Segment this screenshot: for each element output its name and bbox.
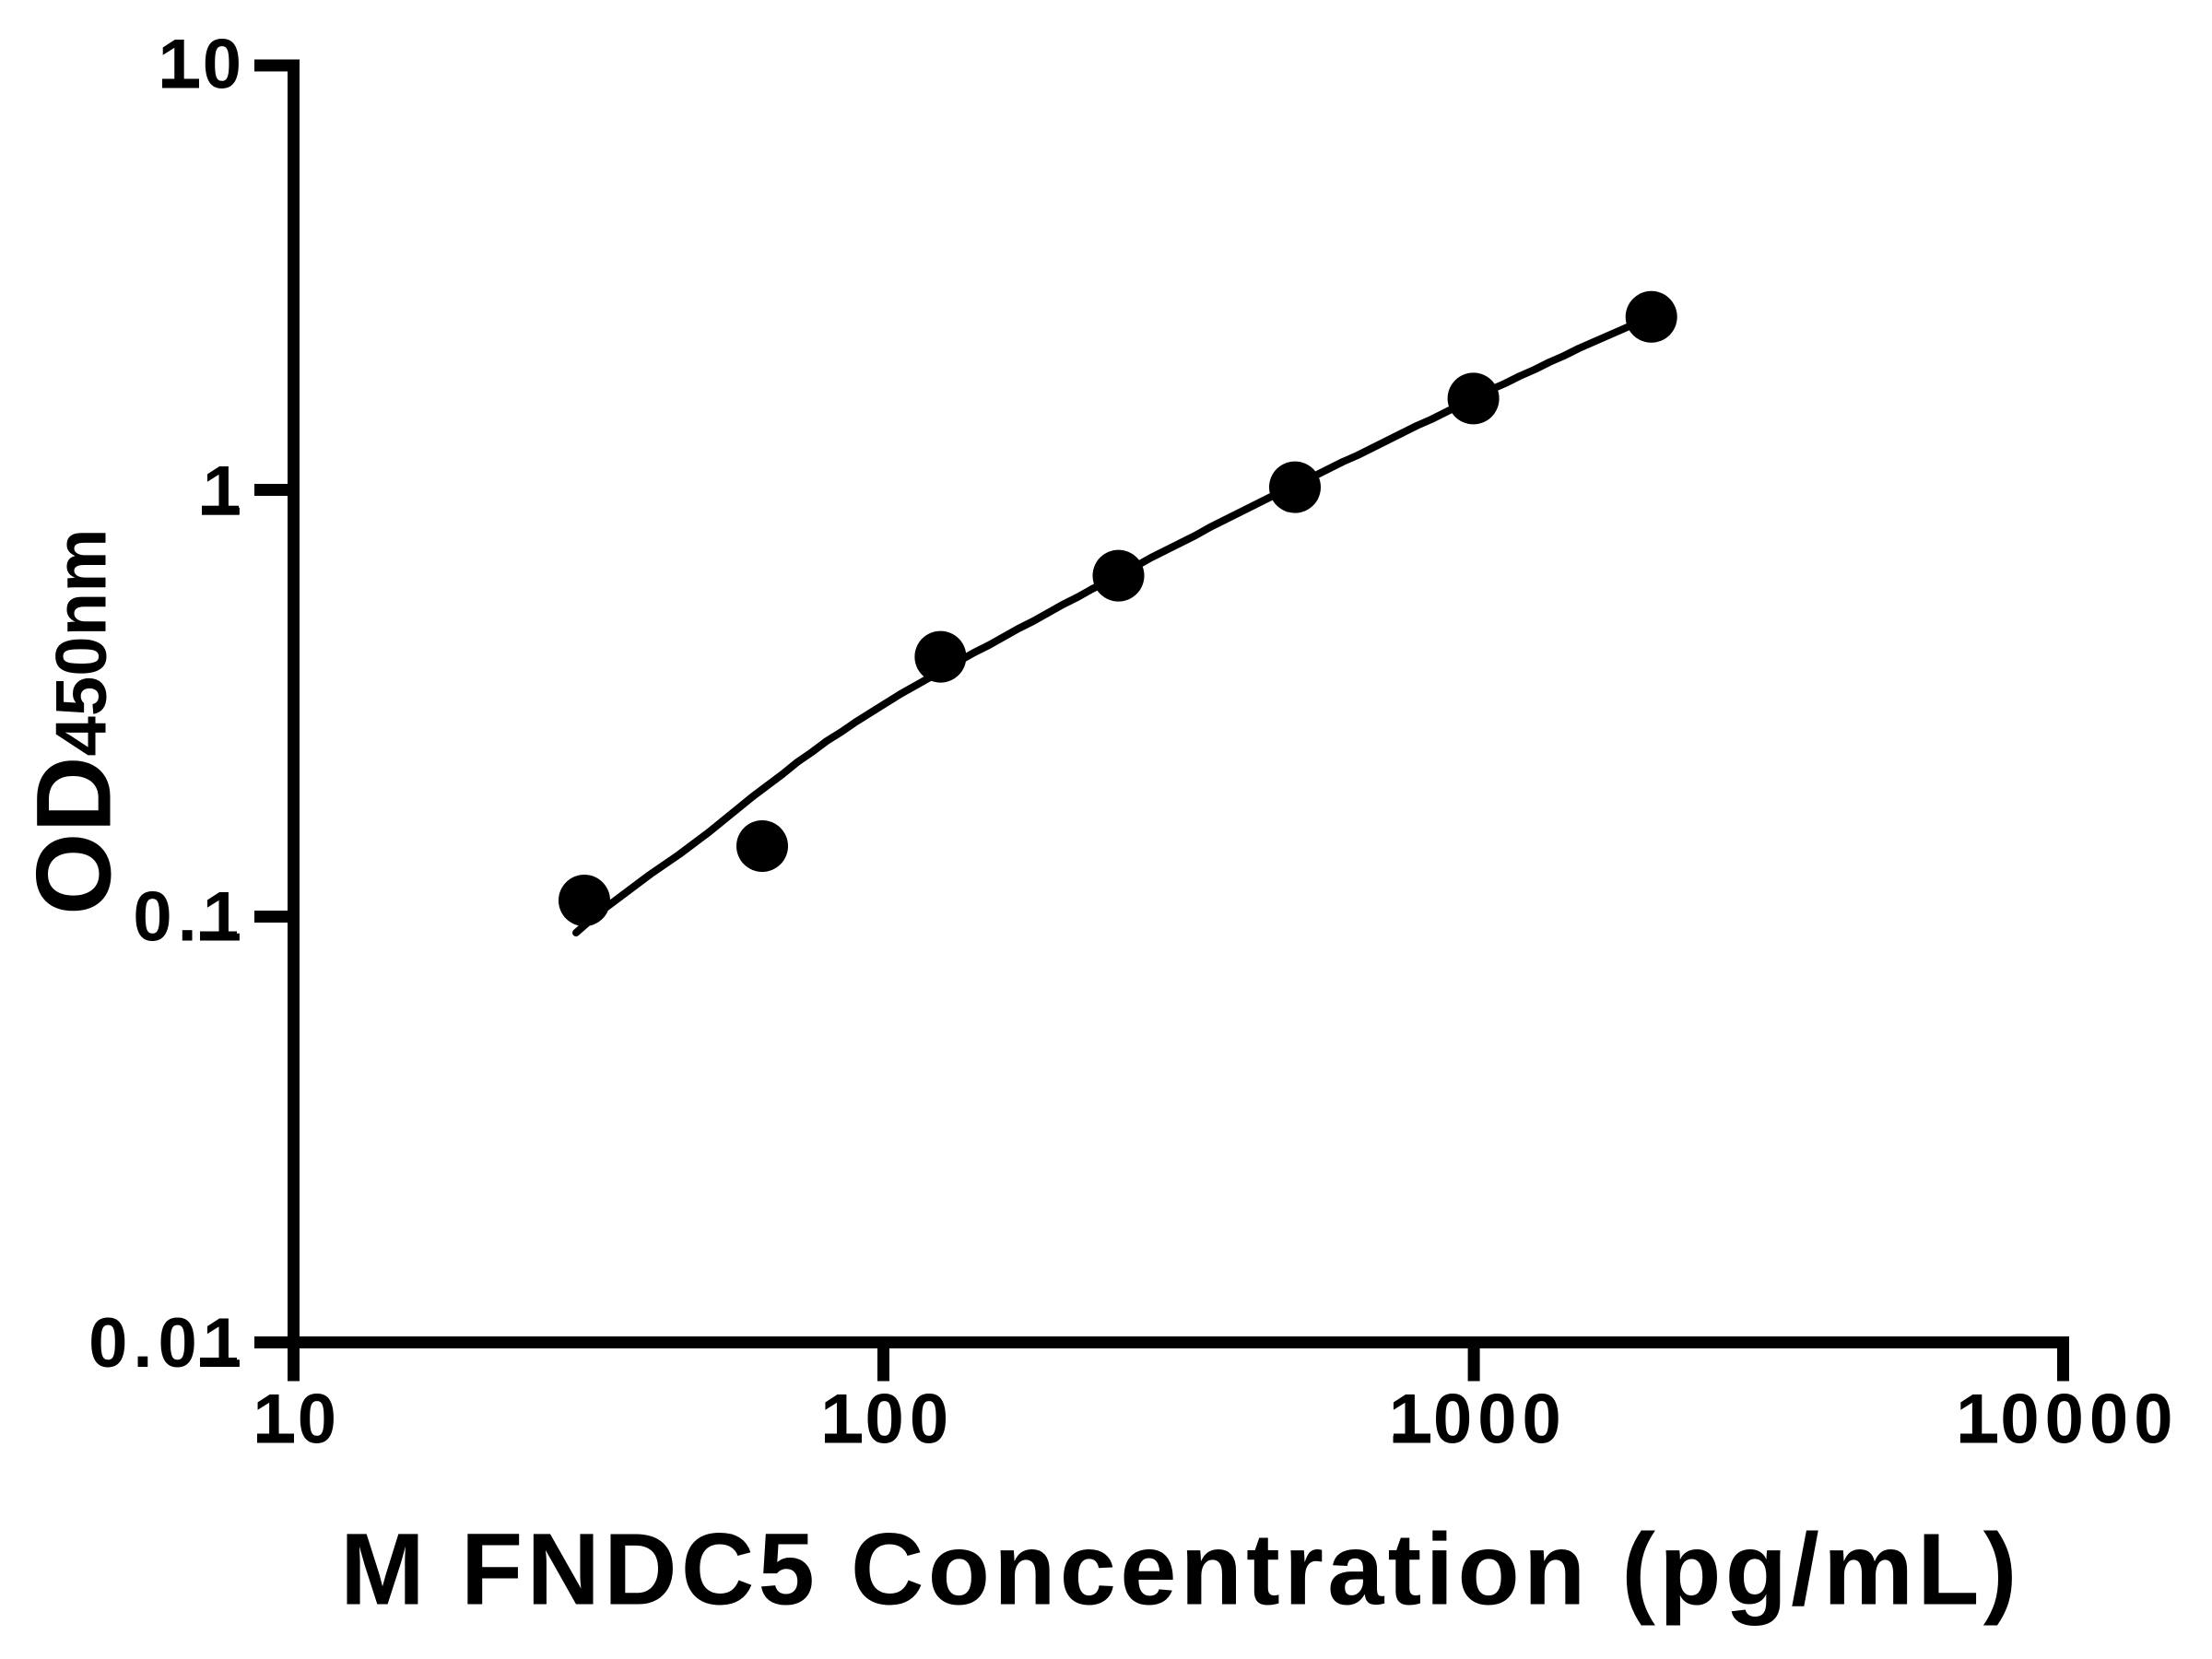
svg-text:0.01: 0.01 <box>88 1304 247 1382</box>
svg-text:10: 10 <box>253 1381 342 1459</box>
svg-text:1: 1 <box>203 453 247 531</box>
svg-text:100: 100 <box>820 1381 954 1459</box>
svg-text:10: 10 <box>158 26 247 104</box>
svg-text:M FNDC5 Concentration (pg/mL): M FNDC5 Concentration (pg/mL) <box>340 1513 2020 1627</box>
svg-text:10000: 10000 <box>1956 1381 2178 1459</box>
svg-text:0.1: 0.1 <box>133 878 247 957</box>
svg-text:1000: 1000 <box>1389 1381 1567 1459</box>
